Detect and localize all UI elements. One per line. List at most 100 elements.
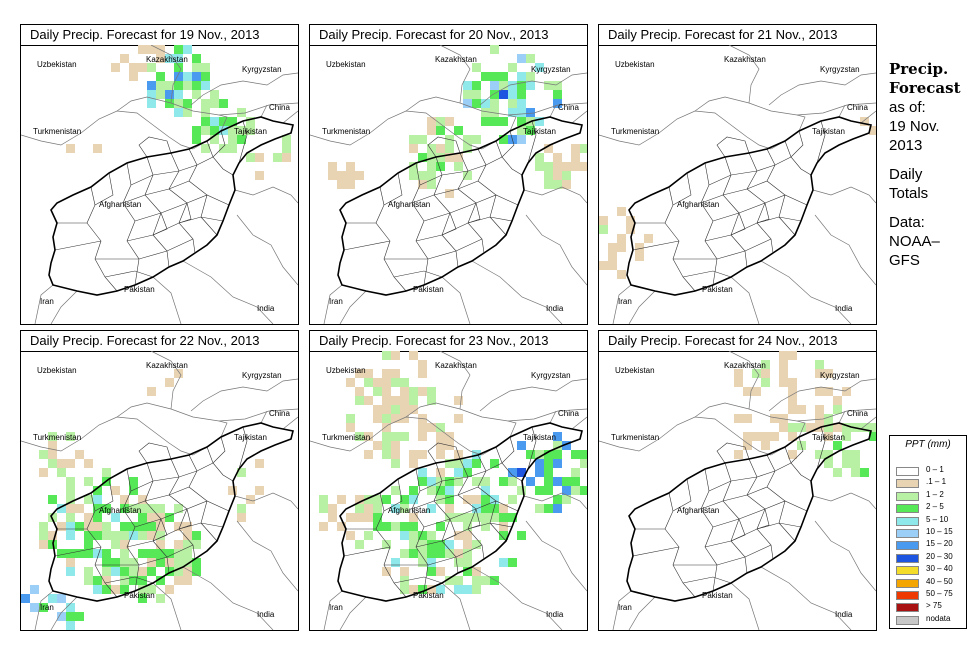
precip-cell [571, 153, 580, 162]
precip-cell [427, 558, 436, 567]
province-border [122, 180, 190, 204]
precip-cell [553, 153, 562, 162]
precip-cell [815, 405, 824, 414]
province-border [766, 148, 796, 236]
precip-cell [824, 414, 833, 423]
precip-cell [102, 522, 111, 531]
legend-label: 20 – 30 [926, 551, 953, 561]
afghanistan-border [48, 116, 294, 296]
province-border [152, 212, 168, 236]
country-label-afghanistan: Afghanistan [388, 200, 430, 209]
precip-cell [481, 72, 490, 81]
precip-cell [355, 504, 364, 513]
country-label-china: China [558, 409, 579, 418]
precip-cell [427, 117, 436, 126]
precip-cell [490, 504, 499, 513]
precip-cell [165, 558, 174, 567]
precip-cell [445, 495, 454, 504]
precip-cell [617, 270, 626, 279]
country-label-turkmenistan: Turkmenistan [33, 433, 81, 442]
province-border [746, 458, 774, 560]
province-borders [632, 426, 826, 598]
precip-cell [409, 486, 418, 495]
precip-cell [93, 585, 102, 594]
precip-cell [156, 513, 165, 522]
legend-swatch [896, 529, 919, 538]
precip-cell [517, 135, 526, 144]
precip-cell [84, 522, 93, 531]
precip-cell [201, 63, 210, 72]
precip-cell [391, 378, 400, 387]
precip-cell [75, 504, 84, 513]
country-label-uzbekistan: Uzbekistan [326, 60, 366, 69]
precip-cell [183, 45, 192, 54]
precip-cell [526, 81, 535, 90]
province-border [722, 462, 748, 574]
precip-cell [445, 189, 454, 198]
precip-cell [571, 477, 580, 486]
precip-cell [869, 126, 876, 135]
precip-cell [373, 414, 382, 423]
precip-cell [382, 495, 391, 504]
country-border [152, 582, 182, 630]
precip-cell [156, 549, 165, 558]
precip-cell [201, 126, 210, 135]
precip-cell [255, 459, 264, 468]
afghanistan-border [626, 116, 872, 296]
precip-cell [346, 180, 355, 189]
province-border [756, 508, 770, 530]
precip-cell [418, 387, 427, 396]
precip-cell [355, 171, 364, 180]
country-border [760, 260, 852, 324]
country-border [441, 582, 471, 630]
country-label-tajikistan: Tajikistan [812, 127, 845, 136]
province-border [168, 152, 196, 254]
country-label-iran: Iran [40, 297, 54, 306]
precip-cell [427, 567, 436, 576]
precip-cell [499, 72, 508, 81]
precip-cell [400, 585, 409, 594]
precip-cell [282, 144, 291, 153]
precip-cell [147, 585, 156, 594]
country-label-afghanistan: Afghanistan [99, 506, 141, 515]
precip-cell [463, 90, 472, 99]
country-label-iran: Iran [329, 297, 343, 306]
precip-cell [66, 144, 75, 153]
forecast-panel-5: Daily Precip. Forecast for 23 Nov., 2013… [309, 330, 588, 631]
precip-cell [102, 558, 111, 567]
precip-cell [165, 567, 174, 576]
precip-cell [535, 153, 544, 162]
precip-cell [192, 540, 201, 549]
precip-cell [842, 387, 851, 396]
precip-cell [39, 531, 48, 540]
precip-cell [183, 576, 192, 585]
precip-cell [328, 171, 337, 180]
precip-cell [319, 522, 328, 531]
province-border [672, 478, 692, 512]
precip-cell [761, 441, 770, 450]
precip-cell [156, 81, 165, 90]
precip-cell [517, 108, 526, 117]
precip-cell [409, 495, 418, 504]
precip-cell [174, 45, 183, 54]
precip-cell [427, 180, 436, 189]
province-border [816, 120, 826, 164]
precip-cell [391, 432, 400, 441]
precip-cell [499, 558, 508, 567]
precip-cell [815, 369, 824, 378]
precip-map-svg: Kazakhstan Uzbekistan Kyrgyzstan China Turkm… [21, 45, 298, 324]
precip-cell [436, 522, 445, 531]
precip-cell [490, 108, 499, 117]
precip-cell [174, 540, 183, 549]
panel-title: Daily Precip. Forecast for 23 Nov., 2013 [310, 331, 587, 352]
country-border [628, 290, 656, 324]
precip-cell [418, 369, 427, 378]
precip-cell [129, 558, 138, 567]
precip-cell [463, 81, 472, 90]
precip-cell [472, 99, 481, 108]
country-border [218, 114, 228, 132]
precip-cell [319, 504, 328, 513]
precip-cell [454, 459, 463, 468]
country-label-china: China [847, 409, 868, 418]
province-border [700, 486, 768, 510]
